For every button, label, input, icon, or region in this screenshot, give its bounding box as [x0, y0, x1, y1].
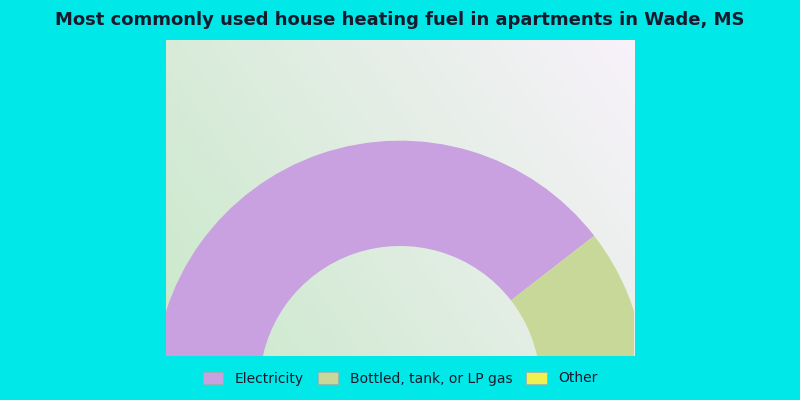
Legend: Electricity, Bottled, tank, or LP gas, Other: Electricity, Bottled, tank, or LP gas, O…	[197, 366, 603, 391]
Text: Most commonly used house heating fuel in apartments in Wade, MS: Most commonly used house heating fuel in…	[55, 11, 745, 29]
Wedge shape	[511, 236, 644, 369]
Wedge shape	[154, 141, 594, 386]
Wedge shape	[539, 356, 646, 386]
